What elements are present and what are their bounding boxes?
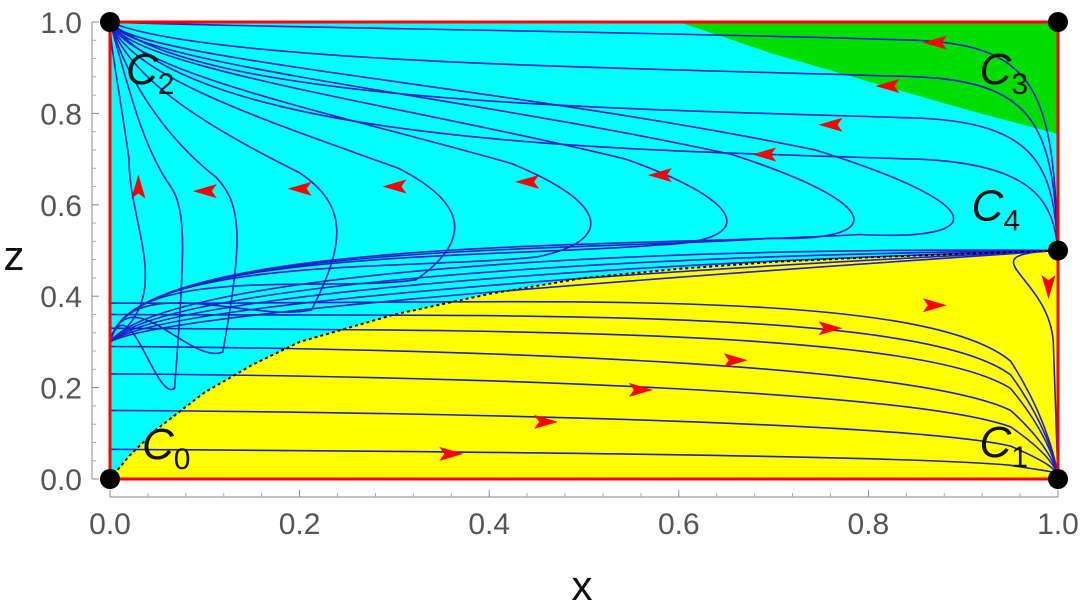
corner-region	[678, 22, 1058, 134]
critical-point	[1048, 12, 1068, 32]
separatrix-curve	[109, 249, 1059, 480]
streamline	[109, 21, 1059, 251]
x-tick-label: 0.6	[658, 508, 700, 541]
critical-point	[1048, 240, 1068, 261]
y-tick-label: 0.0	[40, 464, 82, 497]
flow-arrow	[647, 168, 672, 183]
flow-arrow	[723, 353, 748, 368]
x-tick-label: 1.0	[1037, 508, 1079, 541]
y-axis-title: z	[4, 232, 25, 279]
flow-arrow	[752, 147, 777, 162]
streamline	[109, 21, 1059, 251]
critical-points: C0 C1 C2 C3 C4	[100, 12, 1068, 489]
streamlines	[109, 21, 1059, 480]
x-tick-label: 0.2	[279, 508, 321, 541]
flow-arrow	[818, 117, 843, 132]
y-tick-label: 0.2	[40, 373, 82, 406]
critical-point-label: C3	[980, 45, 1028, 101]
streamline	[109, 373, 1059, 480]
x-tick-label: 0.0	[89, 508, 131, 541]
streamline	[109, 249, 1059, 343]
critical-point-label: C2	[126, 45, 174, 101]
flow-arrow	[534, 414, 559, 429]
streamline	[109, 21, 147, 343]
flow-arrow	[192, 184, 217, 199]
flow-arrow	[287, 181, 312, 196]
streamline	[109, 313, 1059, 480]
critical-point-label: C4	[972, 182, 1020, 238]
y-tick-label: 1.0	[40, 7, 82, 40]
flow-arrow	[818, 321, 843, 336]
x-tick-label: 0.8	[848, 508, 890, 541]
flow-arrow	[922, 298, 947, 313]
separatrix	[109, 249, 1059, 480]
critical-point-label: C1	[980, 418, 1028, 474]
streamline	[109, 345, 1059, 480]
flow-arrow	[922, 35, 947, 50]
x-tick-label: 0.4	[468, 508, 510, 541]
streamline	[109, 21, 592, 343]
streamline	[109, 448, 1059, 480]
upper-region	[110, 22, 1058, 479]
streamline	[109, 21, 855, 343]
critical-point	[1048, 469, 1068, 489]
streamline	[109, 327, 1059, 480]
flow-arrow	[1041, 275, 1056, 300]
streamline	[109, 249, 1059, 343]
streamline	[109, 300, 1059, 480]
flow-arrows	[131, 35, 1056, 461]
critical-point	[100, 469, 120, 489]
streamline	[109, 21, 955, 343]
streamline	[109, 249, 1059, 343]
critical-point-label: C0	[142, 420, 190, 476]
flow-arrow	[439, 446, 464, 461]
y-tick-label: 0.6	[40, 190, 82, 223]
flow-arrow	[382, 179, 407, 194]
x-axis-title: x	[572, 562, 593, 609]
critical-point	[100, 12, 120, 32]
streamline	[109, 21, 1059, 251]
flow-arrow	[131, 174, 146, 199]
streamline	[109, 249, 1059, 343]
y-tick-label: 0.4	[40, 281, 82, 314]
flow-arrow	[628, 382, 653, 397]
streamline	[109, 409, 1059, 480]
streamline	[109, 21, 728, 343]
flow-arrow	[875, 79, 900, 93]
axis-ticks: 0.0 0.2 0.4 0.6 0.8 1.0 0.0 0.2 0.4 0.6 0.8 1.0	[40, 7, 1079, 541]
lower-region	[110, 250, 1058, 479]
streamline	[109, 21, 1059, 251]
region-fills	[110, 22, 1058, 479]
streamline	[109, 21, 456, 343]
y-tick-label: 0.8	[40, 98, 82, 131]
flow-arrow	[515, 174, 540, 189]
